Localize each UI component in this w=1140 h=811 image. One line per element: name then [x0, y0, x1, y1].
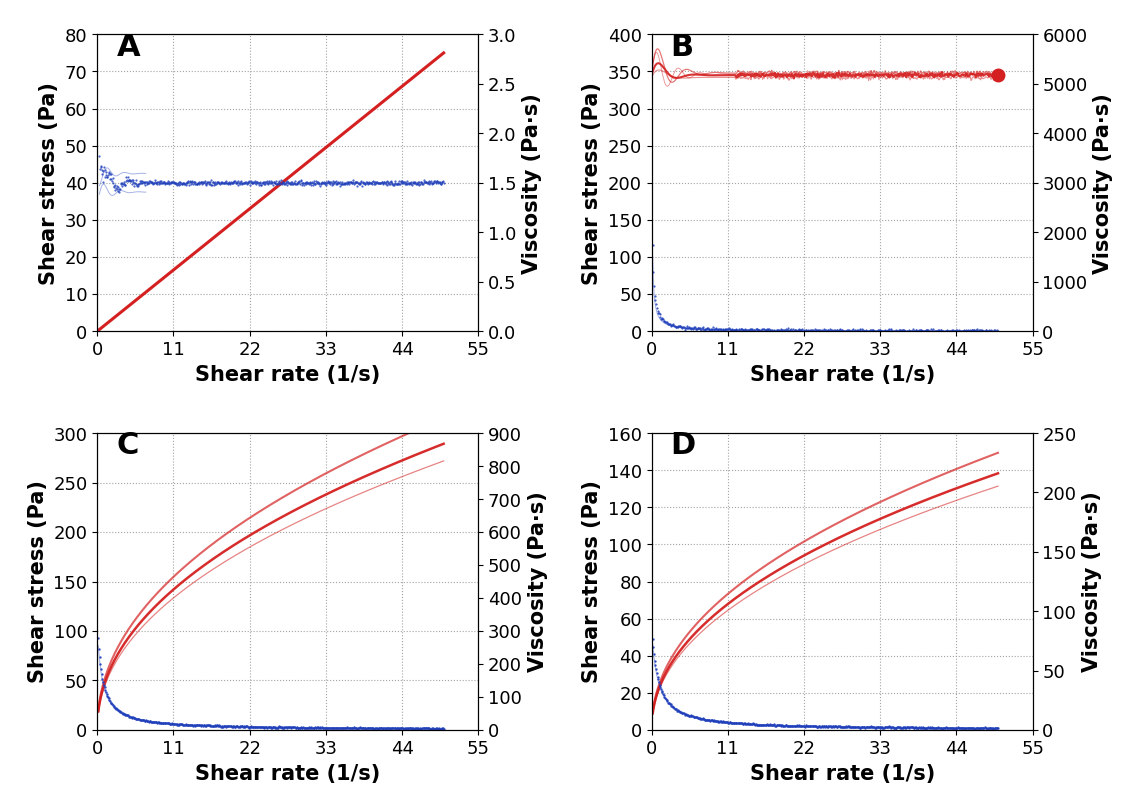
Y-axis label: Shear stress (Pa): Shear stress (Pa) [27, 480, 48, 683]
Y-axis label: Viscosity (Pa·s): Viscosity (Pa·s) [1092, 92, 1113, 273]
Y-axis label: Viscosity (Pa·s): Viscosity (Pa·s) [1081, 491, 1101, 672]
Y-axis label: Viscosity (Pa·s): Viscosity (Pa·s) [527, 491, 547, 672]
Y-axis label: Shear stress (Pa): Shear stress (Pa) [581, 82, 602, 285]
X-axis label: Shear rate (1/s): Shear rate (1/s) [749, 365, 934, 384]
X-axis label: Shear rate (1/s): Shear rate (1/s) [749, 763, 934, 783]
Y-axis label: Shear stress (Pa): Shear stress (Pa) [581, 480, 602, 683]
Y-axis label: Viscosity (Pa·s): Viscosity (Pa·s) [522, 92, 542, 273]
Text: A: A [116, 32, 140, 62]
Text: B: B [670, 32, 693, 62]
X-axis label: Shear rate (1/s): Shear rate (1/s) [195, 365, 380, 384]
Y-axis label: Shear stress (Pa): Shear stress (Pa) [39, 82, 59, 285]
Text: C: C [116, 431, 139, 460]
Text: D: D [670, 431, 695, 460]
X-axis label: Shear rate (1/s): Shear rate (1/s) [195, 763, 380, 783]
